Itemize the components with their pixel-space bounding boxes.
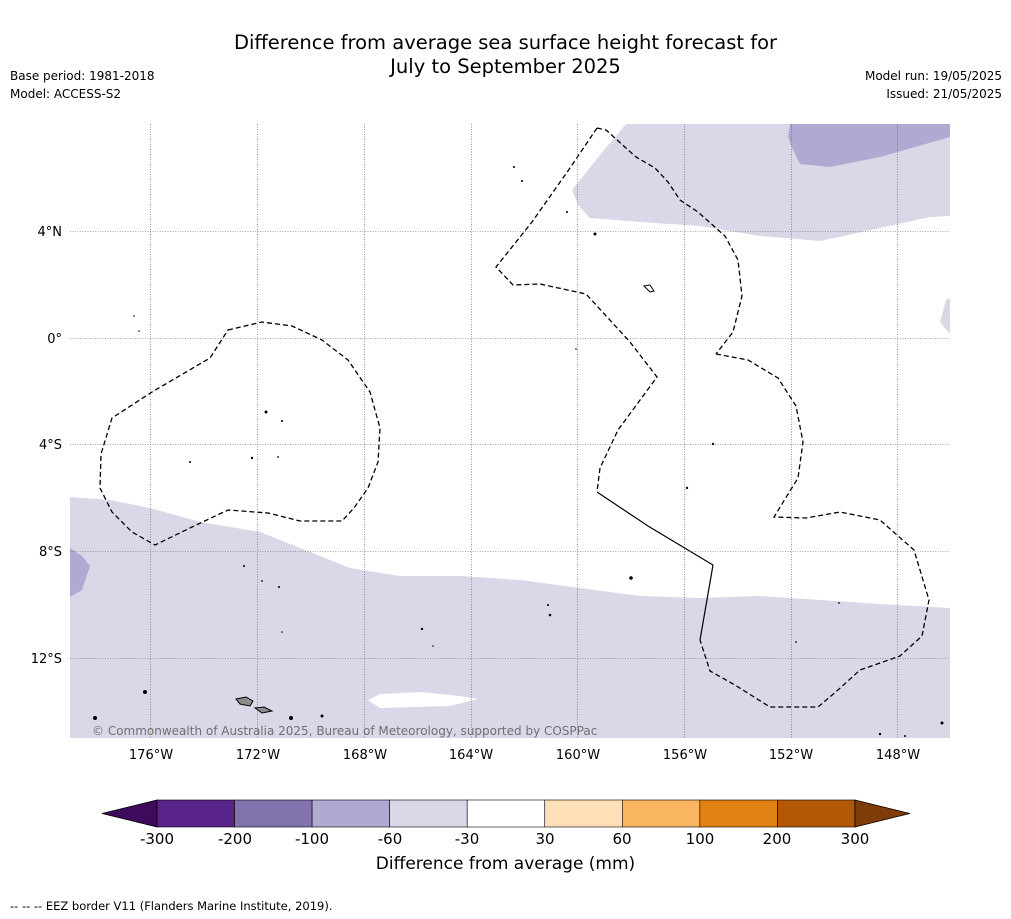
eez-west-loop — [99, 321, 381, 546]
lat-label: 12°S — [31, 652, 62, 667]
colorbar-tick: -100 — [295, 830, 329, 848]
shade-east-sliver — [940, 298, 950, 334]
colorbar-segment — [466, 799, 546, 828]
lat-label: 8°S — [39, 545, 62, 560]
colorbar-segment — [544, 799, 623, 828]
lat-label: 0° — [47, 332, 62, 347]
lon-label: 148°W — [876, 748, 920, 763]
colorbar-segment — [389, 799, 468, 828]
colorbar-tick: -300 — [140, 830, 174, 848]
eez-central — [596, 127, 743, 355]
colorbar-title: Difference from average (mm) — [375, 854, 636, 874]
lat-label: 4°S — [39, 438, 62, 453]
boundary-solid — [596, 491, 714, 641]
colorbar-segment — [311, 799, 390, 828]
colorbar-tick: -60 — [378, 830, 403, 848]
shade-west-medium — [70, 548, 90, 597]
islands — [93, 166, 944, 737]
colorbar-ticks: -300 -200 -100 -60 -30 30 60 100 200 300 — [140, 830, 869, 848]
map-area: © Commonwealth of Australia 2025, Bureau… — [70, 124, 950, 738]
lon-label: 160°W — [556, 748, 600, 763]
shade-south-light — [70, 497, 950, 738]
issued-date: Issued: 21/05/2025 — [886, 87, 1002, 101]
lon-label: 156°W — [663, 748, 707, 763]
colorbar-tick: 60 — [612, 830, 631, 848]
meta-left: Base period: 1981-2018 Model: ACCESS-S2 — [10, 67, 155, 103]
lon-label: 176°W — [129, 748, 173, 763]
footnote: -- -- -- EEZ border V11 (Flanders Marine… — [10, 899, 333, 913]
colorbar-tick: 200 — [763, 830, 792, 848]
title-line-2: July to September 2025 — [390, 55, 621, 78]
colorbar-tick: 300 — [841, 830, 870, 848]
colorbar-tick: 30 — [535, 830, 554, 848]
colorbar-tick: 100 — [686, 830, 715, 848]
chart-title: Difference from average sea surface heig… — [0, 31, 1011, 79]
lat-labels: 4°N 0° 4°S 8°S 12°S — [31, 225, 62, 667]
lon-label: 164°W — [449, 748, 493, 763]
meta-right: Model run: 19/05/2025 Issued: 21/05/2025 — [865, 67, 1002, 103]
colorbar-segment — [699, 799, 778, 828]
eez-central-west — [495, 127, 658, 493]
colorbar-tick: -200 — [218, 830, 252, 848]
gridlines — [70, 124, 950, 738]
colorbar-segment — [234, 799, 313, 828]
shade-north-medium — [788, 124, 950, 167]
colorbar-segment — [777, 799, 856, 828]
lon-label: 152°W — [769, 748, 813, 763]
lon-label: 168°W — [343, 748, 387, 763]
model-run: Model run: 19/05/2025 — [864, 69, 1002, 83]
eez-east-loop — [699, 353, 930, 708]
colorbar-tick: -30 — [455, 830, 480, 848]
colorbar-extend-high — [854, 799, 911, 828]
lon-labels: 176°W 172°W 168°W 164°W 160°W 156°W 152°… — [129, 748, 920, 763]
colorbar — [101, 799, 911, 828]
lon-label: 172°W — [236, 748, 280, 763]
colorbar-segment — [156, 799, 235, 828]
shade-south-pocket — [368, 692, 478, 708]
model-name: Model: ACCESS-S2 — [10, 87, 122, 101]
colorbar-segment — [621, 799, 701, 828]
base-period: Base period: 1981-2018 — [10, 69, 155, 83]
copyright-text: © Commonwealth of Australia 2025, Bureau… — [92, 724, 597, 738]
eez-borders — [99, 127, 930, 708]
colorbar-extend-low — [101, 799, 158, 828]
samoa-islands — [235, 696, 274, 714]
title-line-1: Difference from average sea surface heig… — [233, 31, 778, 54]
lat-label: 4°N — [38, 225, 63, 240]
